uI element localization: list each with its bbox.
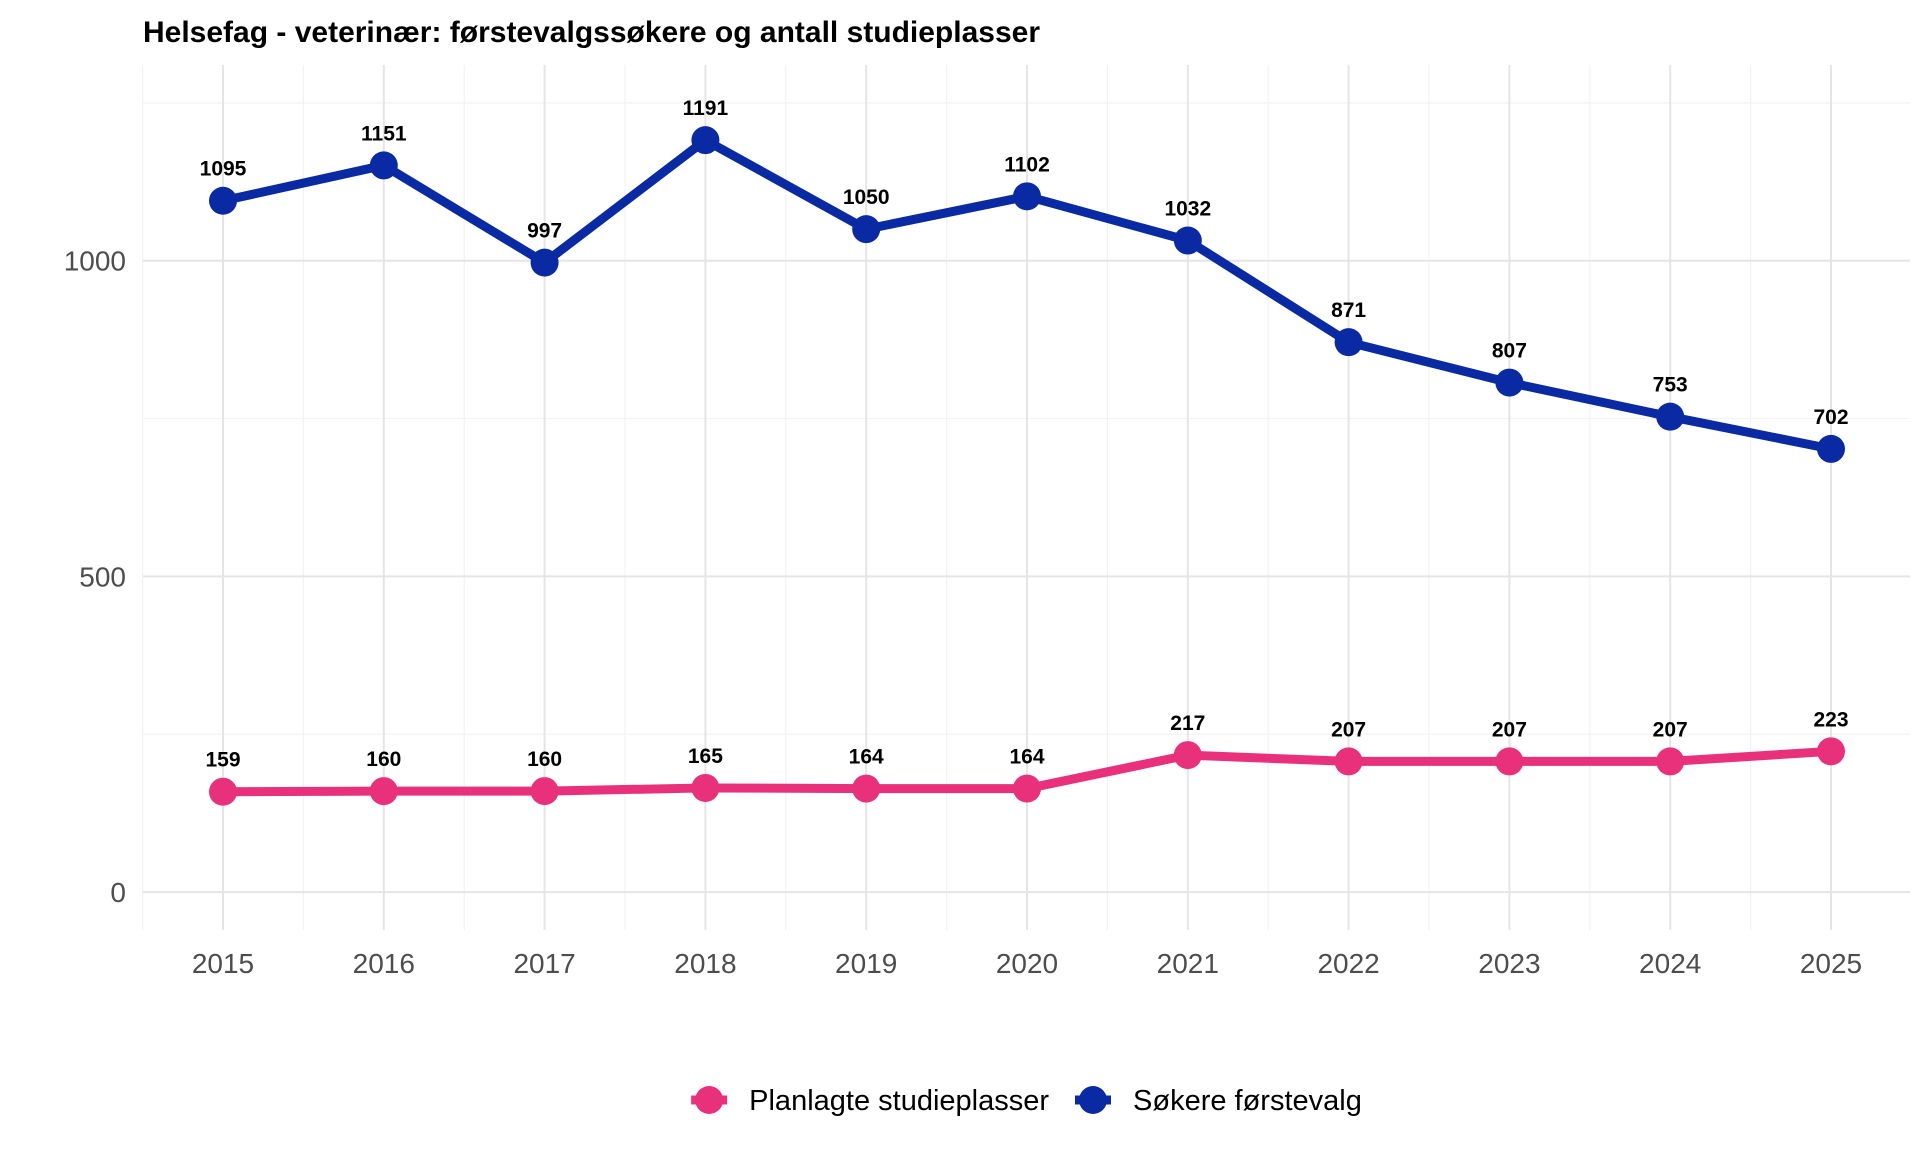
data-point <box>852 215 881 244</box>
data-point <box>530 777 559 806</box>
series-1 <box>209 126 1845 463</box>
data-label: 1102 <box>1004 153 1050 176</box>
data-label: 702 <box>1813 406 1848 429</box>
legend-key-dot <box>695 1086 724 1114</box>
data-labels: 159 160 160 165 164 164 217 207 207 207 223 1095 115… <box>200 97 1849 772</box>
data-point <box>1817 737 1845 766</box>
data-label: 160 <box>527 748 562 771</box>
x-tick-label: 2017 <box>513 948 575 979</box>
data-point <box>1495 747 1524 776</box>
y-tick-label: 500 <box>79 561 126 592</box>
y-tick-label: 0 <box>110 877 126 908</box>
data-point <box>1495 368 1524 397</box>
data-point <box>1656 747 1685 776</box>
data-label: 160 <box>366 748 401 771</box>
data-point <box>1656 402 1685 431</box>
axes: 0 500 1000 2015 2016 2017 2018 2019 2020 2021 2022… <box>64 246 1862 979</box>
x-tick-label: 2021 <box>1157 948 1219 979</box>
x-tick-label: 2025 <box>1800 948 1862 979</box>
data-label: 207 <box>1653 718 1688 741</box>
data-label: 207 <box>1331 718 1366 741</box>
data-point <box>209 186 237 215</box>
data-label: 753 <box>1653 374 1688 397</box>
data-label: 1151 <box>361 122 407 145</box>
legend-label: Søkere førstevalg <box>1133 1085 1362 1117</box>
data-point <box>1334 747 1363 776</box>
x-tick-label: 2022 <box>1317 948 1379 979</box>
data-label: 164 <box>849 746 884 769</box>
data-label: 1032 <box>1164 198 1211 221</box>
data-point <box>691 773 720 802</box>
data-label: 997 <box>527 220 562 243</box>
series-layer <box>209 126 1845 806</box>
data-label: 807 <box>1492 340 1527 363</box>
x-tick-label: 2020 <box>996 948 1058 979</box>
x-tick-label: 2024 <box>1639 948 1701 979</box>
data-point <box>369 151 398 180</box>
x-tick-label: 2018 <box>674 948 736 979</box>
data-label: 165 <box>688 745 723 768</box>
data-point <box>369 777 398 806</box>
data-point <box>1013 182 1041 211</box>
data-point <box>1013 774 1041 803</box>
chart-title: Helsefag - veterinær: førstevalgssøkere … <box>143 16 1040 49</box>
x-tick-label: 2016 <box>353 948 415 979</box>
x-tick-label: 2019 <box>835 948 897 979</box>
x-tick-label: 2023 <box>1478 948 1540 979</box>
legend: Planlagte studieplasser Søkere førstevalg <box>691 1085 1362 1117</box>
data-point <box>1173 226 1202 255</box>
data-label: 164 <box>1009 746 1044 769</box>
data-label: 1050 <box>843 186 890 209</box>
data-label: 217 <box>1170 712 1205 735</box>
data-point <box>1173 741 1202 770</box>
legend-item: Planlagte studieplasser <box>691 1085 1049 1117</box>
data-label: 223 <box>1813 708 1848 731</box>
data-point <box>1817 434 1845 463</box>
data-point <box>852 774 881 803</box>
data-point <box>209 777 237 806</box>
data-label: 1095 <box>200 158 247 181</box>
legend-key-dot <box>1079 1086 1108 1114</box>
data-point <box>691 126 720 155</box>
series-0 <box>209 737 1845 806</box>
data-label: 207 <box>1492 718 1527 741</box>
data-point <box>530 248 559 277</box>
x-tick-label: 2015 <box>192 948 254 979</box>
data-label: 159 <box>205 749 240 772</box>
data-label: 871 <box>1331 299 1366 322</box>
legend-label: Planlagte studieplasser <box>749 1085 1049 1117</box>
data-point <box>1334 328 1363 357</box>
data-label: 1191 <box>683 97 729 120</box>
legend-item: Søkere førstevalg <box>1075 1085 1362 1117</box>
y-tick-label: 1000 <box>64 246 126 277</box>
